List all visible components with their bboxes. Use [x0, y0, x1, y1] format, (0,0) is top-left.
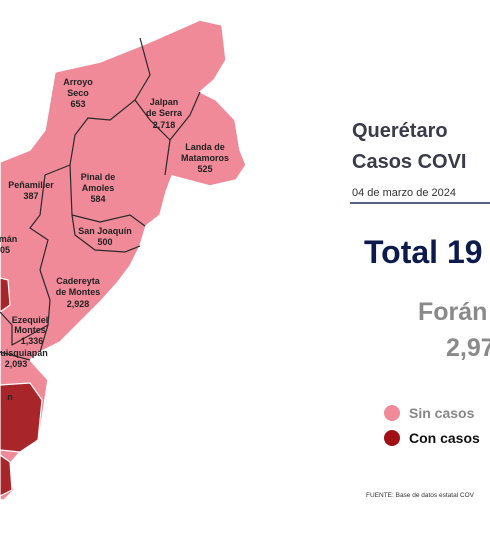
label: 1,336	[21, 336, 44, 346]
label: Montes	[14, 325, 46, 335]
border	[71, 214, 141, 253]
foreign-value: 2,97	[446, 334, 490, 362]
label: Seco	[67, 88, 89, 98]
label: Ezequiel	[12, 315, 49, 325]
label: 525	[197, 164, 212, 174]
state-outline	[0, 19, 247, 501]
panel: Querétaro Casos COVI 04 de marzo de 2024…	[350, 120, 490, 499]
label: uisquiapan	[0, 348, 48, 358]
red-zone	[0, 277, 11, 313]
border	[29, 164, 71, 271]
label: Jalpan	[150, 97, 179, 107]
label: 500	[97, 237, 112, 247]
label: de Serra	[146, 108, 183, 118]
label: Cadereyta	[56, 276, 101, 286]
legend-label: Sin casos	[409, 405, 475, 421]
title: Casos COVI	[352, 151, 466, 173]
date: 04 de marzo de 2024	[352, 187, 456, 199]
label: 05	[0, 245, 10, 255]
border	[169, 91, 201, 141]
foreign-label: Forán	[418, 298, 487, 326]
label: 387	[23, 191, 38, 201]
border	[0, 351, 31, 361]
label: San Joaquín	[78, 226, 132, 236]
border	[39, 269, 51, 353]
map	[0, 19, 247, 501]
label: 2,718	[153, 120, 176, 130]
total: Total 19	[364, 234, 483, 270]
legend-label: Con casos	[409, 430, 480, 446]
red-zone	[0, 454, 13, 497]
label: de Montes	[56, 287, 101, 297]
title: Querétaro	[352, 120, 448, 142]
label: 2,928	[67, 299, 90, 309]
label: Amoles	[82, 183, 115, 193]
map-labels: Arroyo Seco 653 Jalpan de Serra 2,718 La…	[0, 77, 229, 402]
label: 2,093	[5, 359, 28, 369]
source: FUENTE: Base de datos estatal COV	[366, 492, 475, 499]
label: Peñamiller	[8, 180, 54, 190]
legend-swatch	[384, 430, 400, 446]
label: n	[7, 392, 13, 402]
label: Landa de	[185, 142, 225, 152]
border	[0, 311, 49, 346]
label: Pinal de	[81, 172, 116, 182]
label: 653	[70, 99, 85, 109]
label: 584	[90, 194, 105, 204]
red-zone	[0, 382, 43, 453]
border	[134, 37, 171, 176]
legend-swatch	[384, 405, 400, 421]
label: Arroyo	[63, 77, 93, 87]
label: Matamoros	[181, 153, 229, 163]
label: mán	[0, 234, 17, 244]
